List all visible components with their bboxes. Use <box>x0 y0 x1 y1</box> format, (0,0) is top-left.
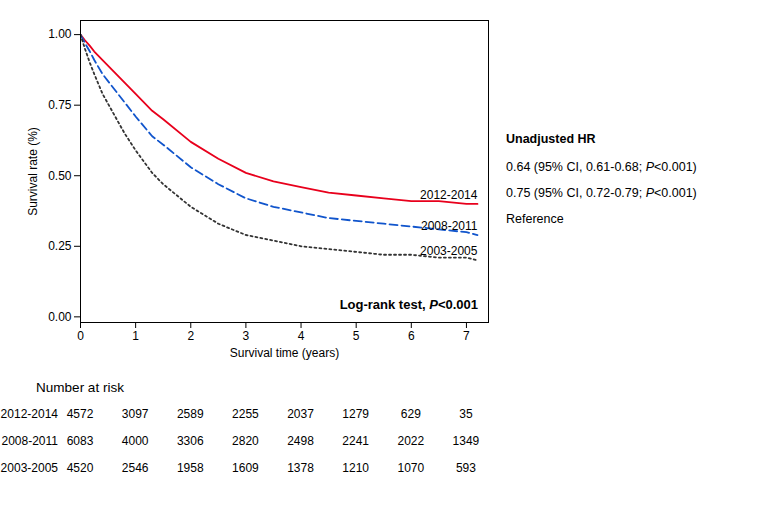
svg-text:0.75: 0.75 <box>48 98 72 112</box>
svg-text:0: 0 <box>77 329 84 343</box>
svg-text:1958: 1958 <box>177 461 204 475</box>
svg-text:2498: 2498 <box>287 434 314 448</box>
svg-text:1210: 1210 <box>342 461 369 475</box>
svg-text:5: 5 <box>353 329 360 343</box>
svg-text:Survival time (years): Survival time (years) <box>230 346 339 360</box>
svg-text:1349: 1349 <box>453 434 480 448</box>
svg-text:2589: 2589 <box>177 407 204 421</box>
svg-text:Number at risk: Number at risk <box>36 380 124 395</box>
svg-text:3097: 3097 <box>122 407 149 421</box>
svg-text:0.64 (95% CI, 0.61-0.68; P<0.0: 0.64 (95% CI, 0.61-0.68; P<0.001) <box>506 160 697 174</box>
svg-text:2820: 2820 <box>232 434 259 448</box>
svg-text:0.25: 0.25 <box>48 239 72 253</box>
svg-text:Survival rate (%): Survival rate (%) <box>26 127 40 216</box>
svg-text:2012-2014: 2012-2014 <box>1 407 59 421</box>
svg-text:1.00: 1.00 <box>48 27 72 41</box>
svg-text:2003-2005: 2003-2005 <box>420 244 478 258</box>
svg-text:2546: 2546 <box>122 461 149 475</box>
svg-text:0.50: 0.50 <box>48 169 72 183</box>
svg-text:4572: 4572 <box>67 407 94 421</box>
svg-text:4520: 4520 <box>67 461 94 475</box>
svg-text:2012-2014: 2012-2014 <box>420 188 478 202</box>
svg-text:1609: 1609 <box>232 461 259 475</box>
svg-text:2022: 2022 <box>397 434 424 448</box>
svg-text:593: 593 <box>456 461 476 475</box>
svg-text:7: 7 <box>463 329 470 343</box>
svg-text:2255: 2255 <box>232 407 259 421</box>
svg-text:35: 35 <box>459 407 473 421</box>
svg-text:Unadjusted HR: Unadjusted HR <box>506 132 596 146</box>
svg-text:2008-2011: 2008-2011 <box>2 434 59 448</box>
svg-text:2241: 2241 <box>342 434 369 448</box>
svg-text:1070: 1070 <box>397 461 424 475</box>
svg-text:1: 1 <box>132 329 139 343</box>
svg-text:0.00: 0.00 <box>48 310 72 324</box>
svg-text:1279: 1279 <box>342 407 369 421</box>
svg-text:629: 629 <box>401 407 421 421</box>
svg-text:3306: 3306 <box>177 434 204 448</box>
svg-text:4: 4 <box>298 329 305 343</box>
svg-text:2: 2 <box>187 329 194 343</box>
svg-text:0.75 (95% CI, 0.72-0.79; P<0.0: 0.75 (95% CI, 0.72-0.79; P<0.001) <box>506 186 697 200</box>
svg-text:6083: 6083 <box>67 434 94 448</box>
svg-text:2003-2005: 2003-2005 <box>1 461 59 475</box>
svg-text:2008-2011: 2008-2011 <box>421 219 478 233</box>
svg-text:4000: 4000 <box>122 434 149 448</box>
svg-text:3: 3 <box>243 329 250 343</box>
svg-text:Reference: Reference <box>506 212 564 226</box>
svg-text:6: 6 <box>408 329 415 343</box>
svg-text:Log-rank test, P<0.001: Log-rank test, P<0.001 <box>340 297 478 312</box>
svg-text:1378: 1378 <box>287 461 314 475</box>
svg-text:2037: 2037 <box>287 407 314 421</box>
